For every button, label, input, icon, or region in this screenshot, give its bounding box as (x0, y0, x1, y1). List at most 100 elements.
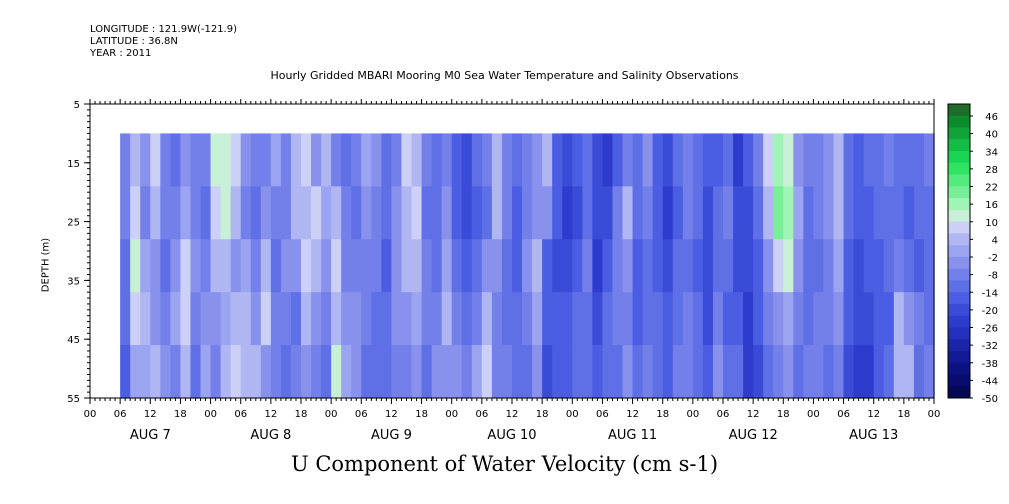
heatmap-cell (411, 345, 423, 399)
heatmap-cell (180, 239, 192, 293)
heatmap-cell (712, 239, 724, 293)
heatmap-cell (331, 133, 342, 187)
heatmap-cell (471, 186, 483, 240)
heatmap-cell (260, 133, 272, 187)
heatmap-cell (451, 345, 463, 399)
heatmap-cell (823, 133, 835, 187)
heatmap-cell (572, 133, 583, 187)
heatmap-cell (491, 239, 503, 293)
heatmap-cell (491, 345, 503, 399)
heatmap-cell (682, 345, 694, 399)
heatmap-cell (311, 186, 322, 240)
heatmap-cell (150, 133, 161, 187)
colorbar-swatch (948, 209, 970, 222)
x-hour-label: 12 (626, 409, 639, 420)
x-day-label: AUG 7 (130, 428, 171, 443)
y-tick-label: 25 (67, 218, 80, 229)
x-hour-label: 06 (355, 409, 368, 420)
heatmap-cell (190, 133, 202, 187)
colorbar-swatch (948, 104, 970, 117)
heatmap-cell (743, 186, 754, 240)
heatmap-cell (361, 239, 372, 293)
heatmap-cell (451, 186, 463, 240)
heatmap-cell (280, 292, 292, 346)
heatmap-cell (250, 133, 262, 187)
heatmap-cell (381, 239, 393, 293)
heatmap-cell (592, 345, 604, 399)
heatmap-cell (200, 186, 212, 240)
heatmap-cell (391, 186, 403, 240)
heatmap-cell (833, 133, 845, 187)
heatmap-cell (361, 186, 372, 240)
heatmap-cell (753, 345, 764, 399)
heatmap-cell (130, 186, 141, 240)
heatmap-cell (421, 292, 433, 346)
heatmap-cell (240, 292, 252, 346)
heatmap-cell (461, 292, 473, 346)
heatmap-cell (190, 239, 202, 293)
heatmap-cell (642, 292, 654, 346)
heatmap-cell (793, 292, 804, 346)
heatmap-cell (883, 345, 895, 399)
heatmap-cell (441, 239, 453, 293)
heatmap-cell (883, 239, 895, 293)
colorbar-swatch (948, 139, 970, 152)
heatmap-cell (461, 345, 473, 399)
heatmap-cell (140, 239, 151, 293)
colorbar-swatch (948, 292, 970, 305)
heatmap-cell (311, 239, 322, 293)
heatmap-cell (451, 133, 463, 187)
heatmap-cell (451, 239, 463, 293)
heatmap-cell (813, 133, 825, 187)
heatmap-cell (632, 133, 644, 187)
heatmap-cell (190, 345, 202, 399)
heatmap-cell (813, 345, 825, 399)
heatmap-cell (723, 292, 734, 346)
heatmap-cell (562, 345, 573, 399)
heatmap-cell (250, 186, 262, 240)
x-hour-label: 00 (566, 409, 579, 420)
x-hour-label: 06 (717, 409, 730, 420)
heatmap-cell (230, 133, 242, 187)
heatmap-cell (250, 345, 262, 399)
heatmap-cell (431, 186, 443, 240)
heatmap-cell (170, 292, 182, 346)
colorbar-swatch (948, 280, 970, 293)
heatmap-cell (321, 133, 332, 187)
heatmap-cell (863, 292, 875, 346)
heatmap-cell (913, 239, 925, 293)
heatmap-cell (662, 239, 674, 293)
heatmap-cell (632, 345, 644, 399)
heatmap-cell (280, 133, 292, 187)
heatmap-cell (803, 239, 815, 293)
heatmap-cell (692, 239, 704, 293)
heatmap-cell (341, 239, 352, 293)
heatmap-cell (552, 186, 563, 240)
heatmap-cell (622, 345, 634, 399)
heatmap-cell (642, 239, 654, 293)
heatmap-cell (893, 292, 905, 346)
heatmap-cell (522, 345, 533, 399)
heatmap-cell (381, 345, 393, 399)
heatmap-cell (853, 239, 865, 293)
heatmap-cell (723, 133, 734, 187)
heatmap-cell (783, 133, 794, 187)
heatmap-cell (702, 292, 714, 346)
heatmap-cell (120, 345, 131, 399)
heatmap-cell (391, 133, 403, 187)
heatmap-cell (652, 345, 664, 399)
heatmap-cell (491, 186, 503, 240)
heatmap-cell (913, 292, 925, 346)
x-hour-label: 12 (506, 409, 519, 420)
heatmap-cell (572, 186, 583, 240)
heatmap-cell (833, 292, 845, 346)
heatmap-cell (682, 292, 694, 346)
heatmap-cell (542, 186, 553, 240)
heatmap-cell (471, 239, 483, 293)
colorbar-label: 16 (985, 200, 998, 211)
heatmap-cell (773, 239, 784, 293)
heatmap-cell (773, 186, 784, 240)
heatmap-cell (813, 239, 825, 293)
y-tick-label: 35 (67, 276, 80, 287)
heatmap-cell (290, 133, 302, 187)
